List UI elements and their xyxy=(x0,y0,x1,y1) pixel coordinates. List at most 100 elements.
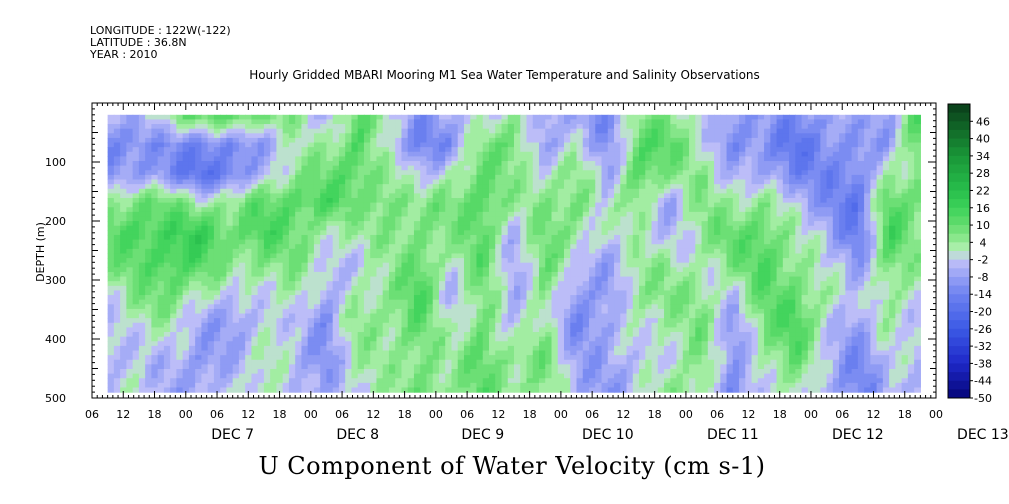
heatmap-cell xyxy=(532,253,540,259)
heatmap-cell xyxy=(370,114,378,121)
heatmap-cell xyxy=(595,221,603,227)
heatmap-cell xyxy=(195,373,203,379)
heatmap-cell xyxy=(551,244,559,250)
heatmap-cell xyxy=(220,350,228,356)
heatmap-cell xyxy=(382,248,390,255)
heatmap-cell xyxy=(388,239,396,245)
heatmap-cell xyxy=(145,216,152,222)
heatmap-cell xyxy=(207,216,215,222)
heatmap-cell xyxy=(564,244,571,250)
heatmap-cell xyxy=(557,281,565,287)
heatmap-cell xyxy=(426,170,434,176)
heatmap-cell xyxy=(557,179,565,185)
heatmap-cell xyxy=(539,299,546,305)
heatmap-cell xyxy=(382,151,390,157)
heatmap-cell xyxy=(438,156,446,162)
heatmap-cell xyxy=(270,128,278,134)
heatmap-cell xyxy=(451,290,459,296)
heatmap-cell xyxy=(401,147,409,153)
heatmap-cell xyxy=(332,304,340,310)
heatmap-cell xyxy=(282,364,290,370)
heatmap-cell xyxy=(270,124,278,130)
heatmap-cell xyxy=(113,318,121,324)
heatmap-cell xyxy=(532,248,540,255)
heatmap-cell xyxy=(426,373,434,379)
heatmap-cell xyxy=(295,387,303,393)
heatmap-cell xyxy=(157,322,165,328)
heatmap-cell xyxy=(226,327,234,333)
heatmap-cell xyxy=(226,248,234,255)
heatmap-cell xyxy=(226,373,234,379)
heatmap-cell xyxy=(132,188,140,194)
heatmap-cell xyxy=(539,202,546,208)
heatmap-cell xyxy=(570,341,578,347)
heatmap-cell xyxy=(545,299,553,305)
heatmap-cell xyxy=(501,124,509,130)
heatmap-cell xyxy=(526,151,534,157)
heatmap-cell xyxy=(151,230,159,236)
heatmap-cell xyxy=(288,368,296,375)
heatmap-cell xyxy=(438,165,446,171)
heatmap-cell xyxy=(226,128,234,134)
heatmap-cell xyxy=(401,197,409,204)
heatmap-cell xyxy=(332,382,340,389)
heatmap-cell xyxy=(326,290,334,296)
heatmap-cell xyxy=(395,165,403,171)
heatmap-cell xyxy=(457,285,465,292)
heatmap-cell xyxy=(332,253,340,259)
heatmap-cell xyxy=(463,142,471,148)
heatmap-cell xyxy=(182,124,190,130)
heatmap-cell xyxy=(526,308,534,315)
heatmap-cell xyxy=(226,119,234,125)
heatmap-cell xyxy=(163,197,171,204)
heatmap-cell xyxy=(301,364,309,370)
heatmap-cell xyxy=(363,124,371,130)
heatmap-cell xyxy=(120,179,127,185)
heatmap-cell xyxy=(620,193,628,199)
heatmap-cell xyxy=(376,387,384,393)
heatmap-cell xyxy=(520,142,528,148)
heatmap-cell xyxy=(257,295,265,301)
heatmap-cell xyxy=(326,387,334,393)
heatmap-cell xyxy=(132,137,140,144)
heatmap-cell xyxy=(338,341,346,347)
heatmap-cell xyxy=(470,161,478,167)
heatmap-cell xyxy=(501,295,509,301)
heatmap-cell xyxy=(545,124,553,130)
heatmap-cell xyxy=(576,285,584,292)
heatmap-cell xyxy=(345,368,353,375)
heatmap-cell xyxy=(413,244,421,250)
heatmap-cell xyxy=(426,202,434,208)
heatmap-cell xyxy=(351,225,359,231)
heatmap-cell xyxy=(251,382,259,389)
heatmap-cell xyxy=(145,234,152,241)
heatmap-cell xyxy=(320,290,328,296)
heatmap-cell xyxy=(188,262,196,268)
heatmap-cell xyxy=(345,281,353,287)
heatmap-cell xyxy=(201,258,209,264)
heatmap-cell xyxy=(307,341,315,347)
heatmap-cell xyxy=(245,151,253,157)
heatmap-cell xyxy=(326,267,334,273)
heatmap-cell xyxy=(113,119,121,125)
heatmap-cell xyxy=(564,239,571,245)
heatmap-cell xyxy=(520,285,528,292)
heatmap-cell xyxy=(564,364,571,370)
heatmap-cell xyxy=(570,124,578,130)
heatmap-cell xyxy=(120,327,127,333)
heatmap-cell xyxy=(313,295,321,301)
heatmap-cell xyxy=(288,308,296,315)
heatmap-cell xyxy=(138,350,146,356)
heatmap-cell xyxy=(332,262,340,268)
heatmap-cell xyxy=(145,165,152,171)
heatmap-cell xyxy=(445,128,453,134)
heatmap-cell xyxy=(301,359,309,365)
heatmap-cell xyxy=(113,239,121,245)
heatmap-cell xyxy=(232,234,240,241)
heatmap-cell xyxy=(120,188,127,194)
heatmap-cell xyxy=(263,295,271,301)
heatmap-cell xyxy=(276,355,284,361)
heatmap-cell xyxy=(501,202,509,208)
heatmap-cell xyxy=(201,193,209,199)
heatmap-cell xyxy=(457,165,465,171)
